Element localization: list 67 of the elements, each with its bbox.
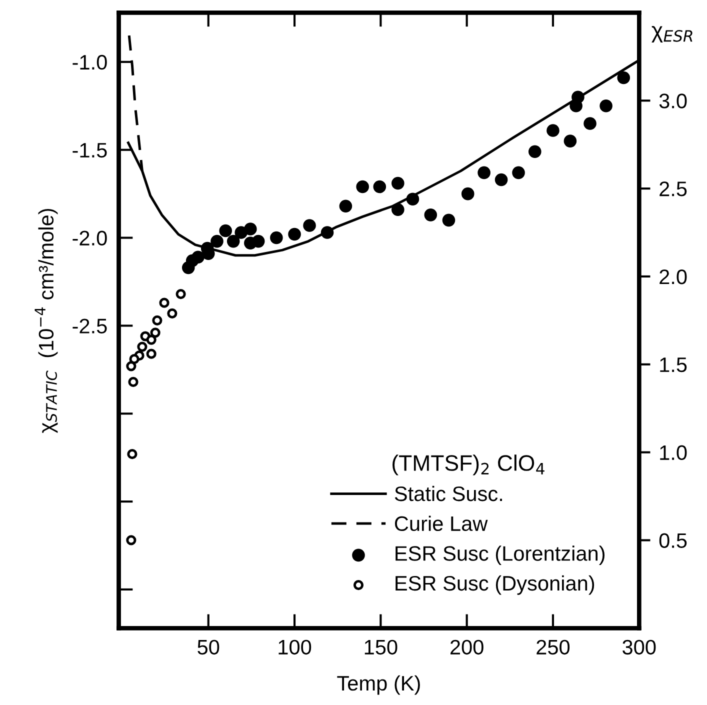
legend-label: Curie Law (394, 516, 488, 532)
point (270, 231, 283, 244)
point (392, 203, 404, 216)
y-tick-label: -1.5 (72, 143, 107, 158)
point (320, 226, 334, 239)
y-tick-label: -2.0 (72, 230, 107, 246)
y-tick-label: -2.5 (72, 318, 107, 334)
x-tick-label: 300 (622, 640, 656, 655)
point (600, 99, 612, 112)
legend-title: (TMTSF)$_{2}$ ClO$_{4}$ (392, 454, 544, 476)
point (494, 173, 508, 186)
point (126, 535, 136, 546)
point (528, 145, 542, 158)
point (226, 234, 240, 248)
point (234, 226, 248, 239)
point (129, 354, 140, 364)
y2-tick-label: 0.5 (659, 533, 687, 548)
point (128, 376, 138, 388)
point (564, 134, 577, 148)
point (210, 234, 224, 248)
point (244, 222, 257, 236)
y2-tick-label: 3.0 (659, 94, 687, 108)
point (176, 288, 186, 300)
point (339, 200, 352, 213)
point (146, 348, 156, 359)
point (126, 361, 136, 372)
point (192, 250, 204, 264)
legend-label: Static Susc. (394, 486, 502, 502)
point (392, 176, 404, 190)
y2-tick-label: 1.5 (660, 358, 687, 372)
point (219, 224, 232, 238)
point (167, 308, 178, 318)
legend-label: ESR Susc (Lorentzian) (396, 546, 605, 565)
point (127, 449, 138, 460)
point (584, 117, 596, 130)
y2-tick-label: 1.0 (660, 445, 687, 460)
point (252, 234, 265, 248)
x-tick-label: 50 (198, 640, 220, 655)
legend-label: ESR Susc (Dysonian) (396, 575, 594, 595)
x-tick-label: 150 (364, 640, 398, 655)
x-tick-label: 200 (450, 640, 484, 655)
x-tick-label: 250 (536, 640, 570, 655)
point (152, 315, 162, 326)
x-tick-label: 100 (278, 640, 312, 655)
point (303, 219, 316, 232)
y2-tick-label: 2.5 (660, 182, 687, 196)
point (288, 228, 301, 241)
point (617, 71, 630, 84)
point (546, 124, 560, 137)
point (406, 192, 420, 206)
y-axis-title: χ$_{STATIC}$ (10$^{−4}$ cm³/mole) (34, 208, 58, 434)
point (137, 342, 148, 352)
point (424, 208, 438, 222)
x-axis-title: Temp (K) (337, 675, 420, 695)
point (478, 166, 490, 180)
point (373, 180, 386, 194)
point (159, 298, 170, 308)
point (512, 166, 525, 180)
point (572, 90, 584, 104)
point (442, 214, 456, 227)
point (146, 334, 156, 345)
point (150, 328, 160, 338)
y2-axis-title: χ$_{ESR}$ (652, 26, 692, 43)
y2-tick-label: 2.0 (660, 269, 687, 284)
y-tick-label: -1.0 (72, 54, 107, 70)
point (461, 187, 474, 200)
point (356, 180, 369, 194)
